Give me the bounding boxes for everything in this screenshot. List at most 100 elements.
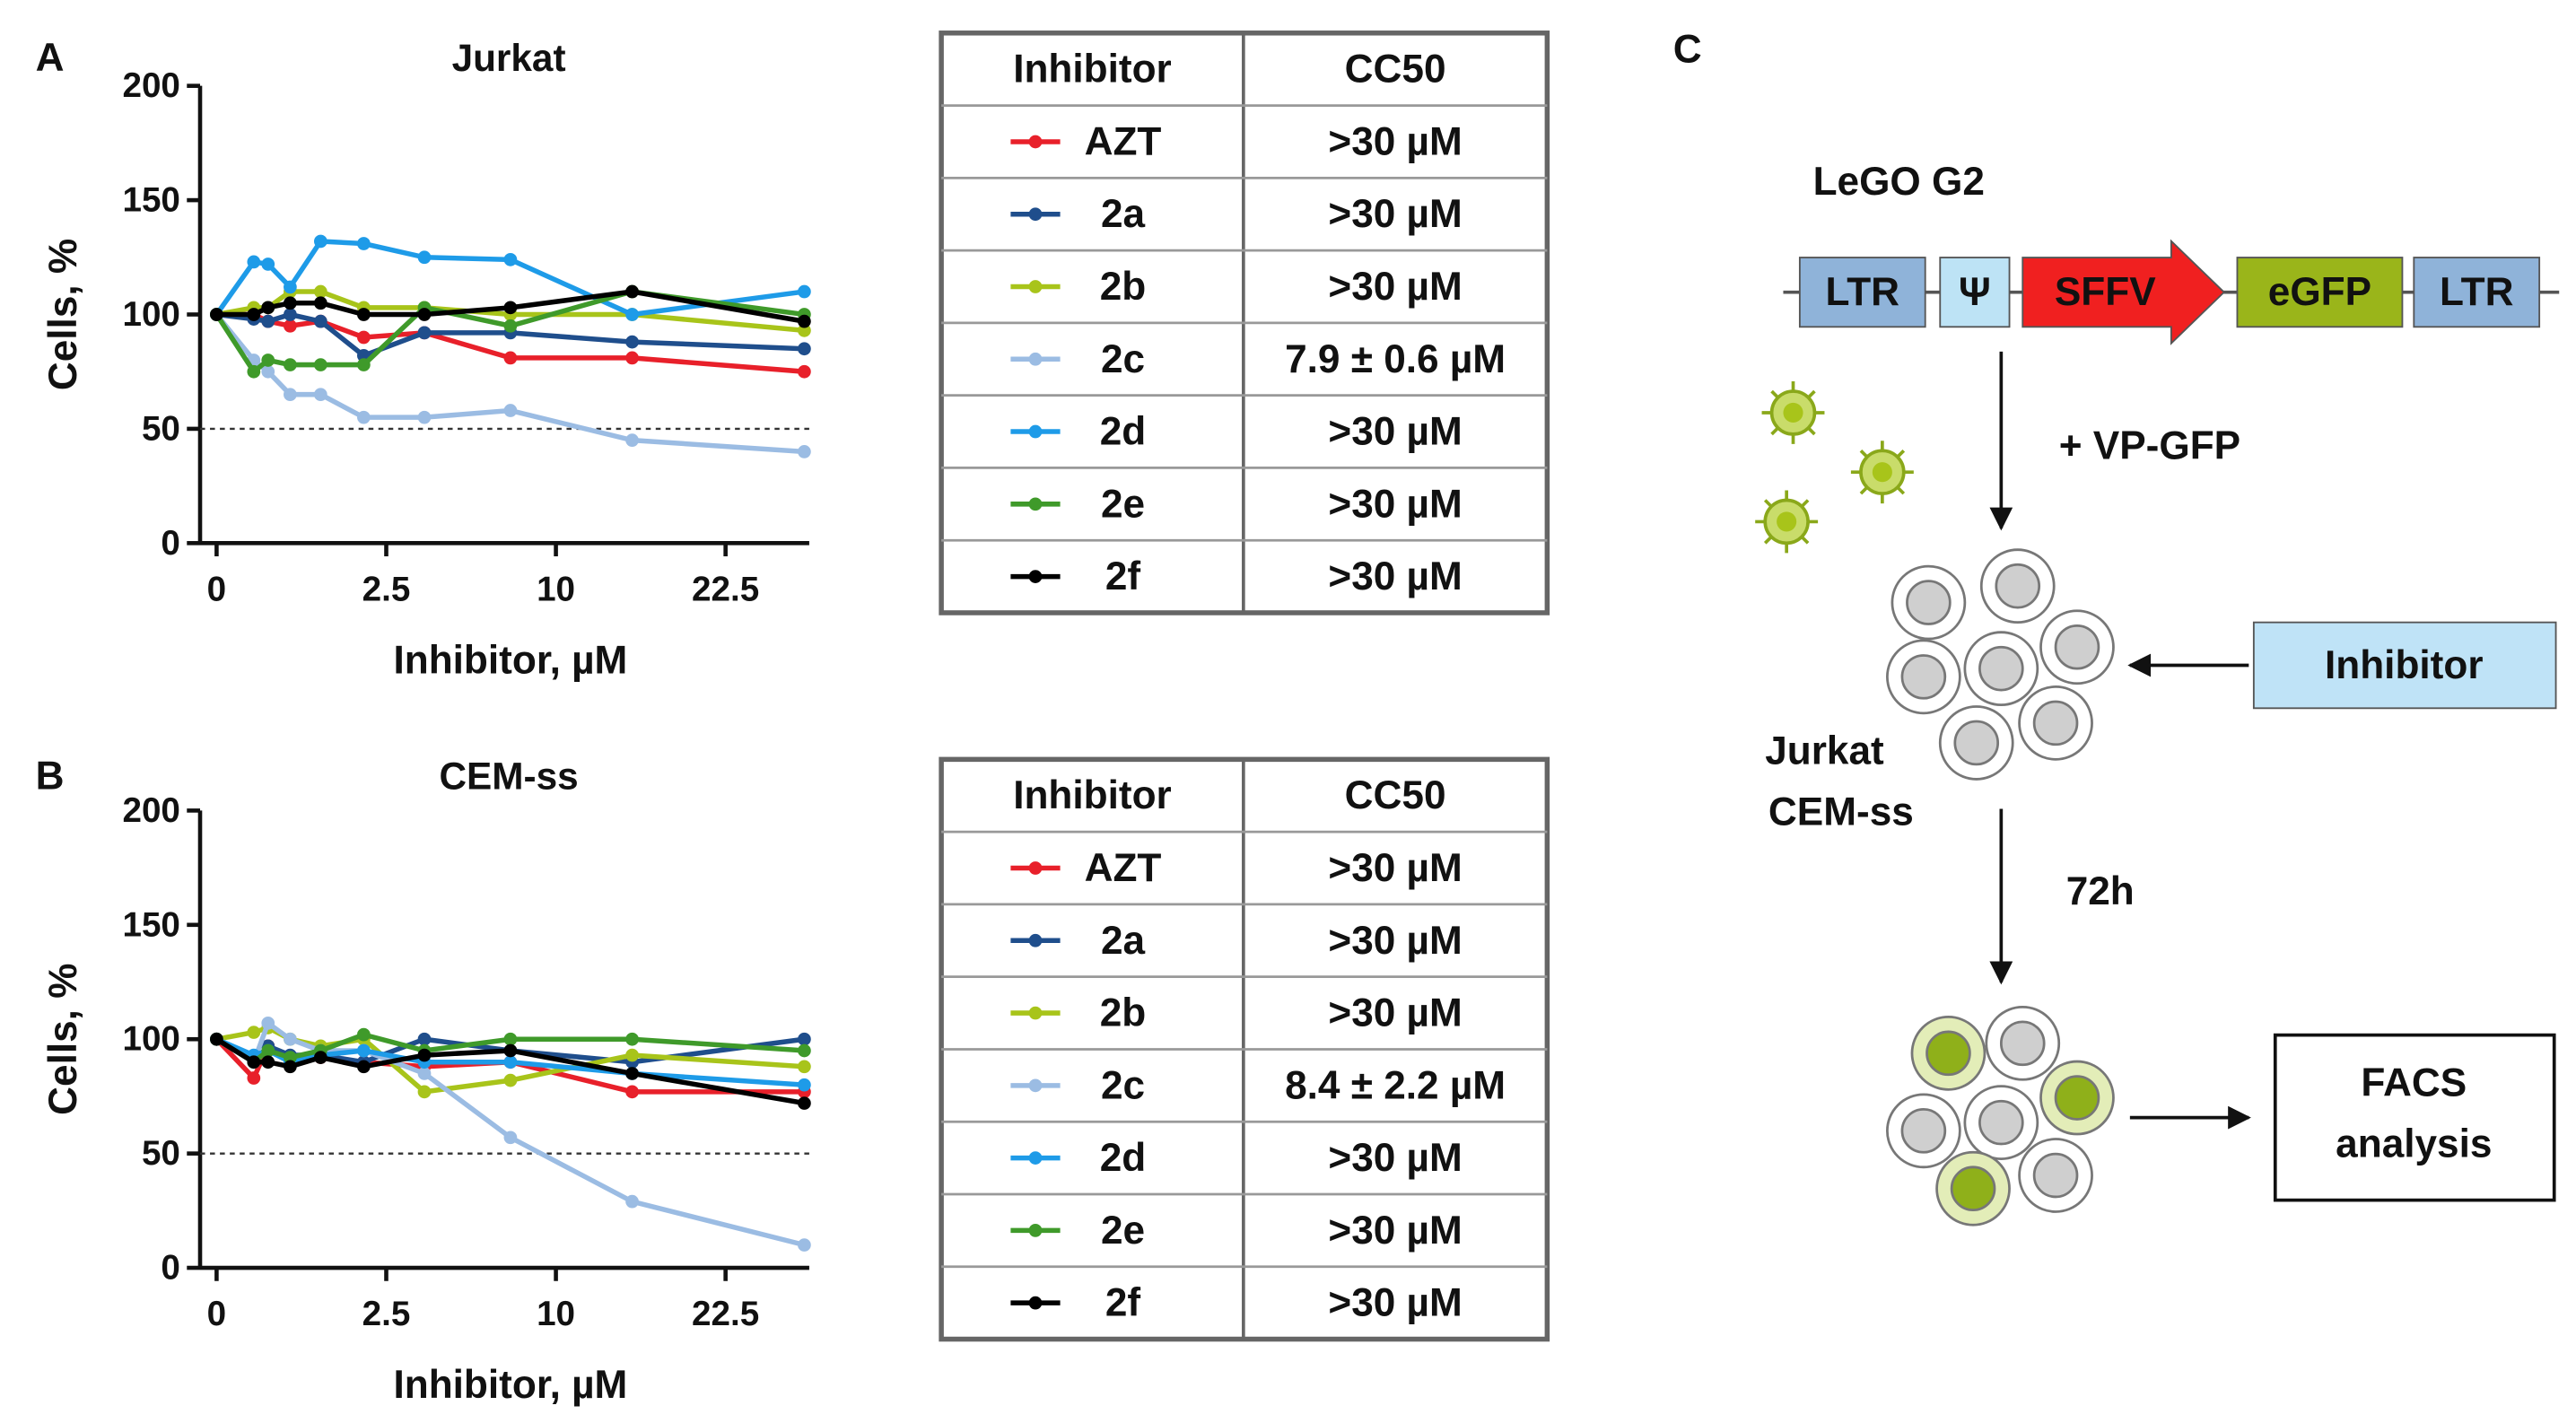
cell-nucleus bbox=[1978, 645, 2024, 692]
data-point bbox=[503, 404, 518, 417]
data-point bbox=[625, 433, 639, 448]
cc50-value: >30 µM bbox=[1328, 410, 1462, 454]
cell-nucleus bbox=[1925, 1030, 1971, 1077]
sffv-arrow bbox=[2022, 239, 2226, 345]
x-tick-label: 0 bbox=[207, 570, 226, 608]
sffv-label: SFFV bbox=[2055, 270, 2156, 314]
data-point bbox=[313, 1051, 327, 1064]
data-point bbox=[261, 301, 275, 315]
cell-nucleus bbox=[1978, 1099, 2024, 1146]
data-point bbox=[357, 237, 371, 250]
cc50-value: >30 µM bbox=[1328, 192, 1462, 236]
legend-swatch bbox=[1028, 207, 1043, 222]
legend-swatch bbox=[1028, 497, 1043, 511]
ltr-label: LTR bbox=[1826, 270, 1900, 314]
table-header: CC50 bbox=[1345, 773, 1446, 817]
data-point bbox=[798, 323, 811, 337]
data-point bbox=[210, 1032, 223, 1046]
psi-label: Ψ bbox=[1959, 270, 1991, 314]
series-line bbox=[215, 1036, 805, 1087]
cc50-value: >30 µM bbox=[1328, 265, 1462, 309]
panel-letter: B bbox=[36, 754, 65, 798]
x-tick-label: 2.5 bbox=[362, 1295, 411, 1333]
data-point bbox=[357, 308, 371, 321]
legend-label: 2b bbox=[1100, 991, 1147, 1035]
legend-swatch bbox=[1028, 135, 1043, 149]
legend-label: 2c bbox=[1101, 337, 1145, 381]
data-point bbox=[625, 284, 639, 299]
cc50-value: >30 µM bbox=[1328, 482, 1462, 526]
data-point bbox=[357, 1027, 371, 1042]
egfp-label: eGFP bbox=[2268, 270, 2371, 314]
data-point bbox=[503, 1131, 518, 1145]
data-point bbox=[261, 1055, 275, 1069]
data-point bbox=[357, 1060, 371, 1074]
cell-cluster bbox=[1886, 548, 2115, 781]
data-point bbox=[417, 1067, 432, 1080]
data-point bbox=[625, 351, 639, 365]
data-point bbox=[284, 388, 297, 402]
x-axis-label: Inhibitor, µM bbox=[393, 638, 627, 682]
data-point bbox=[625, 1194, 639, 1209]
cell-nucleus bbox=[1950, 1165, 1996, 1212]
cell-nucleus bbox=[1900, 654, 1947, 700]
table-header: Inhibitor bbox=[1013, 773, 1172, 817]
data-point bbox=[284, 1032, 297, 1046]
data-point bbox=[417, 250, 432, 265]
cc50-value: >30 µM bbox=[1328, 991, 1462, 1035]
cc50-value: >30 µM bbox=[1328, 1281, 1462, 1325]
virus-step: + VP-GFP bbox=[2059, 423, 2240, 467]
legend-label: 2b bbox=[1100, 265, 1147, 309]
psi-box bbox=[1939, 257, 2011, 328]
data-point bbox=[798, 342, 811, 356]
data-point bbox=[503, 319, 518, 333]
legend-label: 2f bbox=[1105, 1281, 1141, 1325]
data-point bbox=[284, 1051, 297, 1064]
legend-swatch bbox=[1028, 1296, 1043, 1310]
cell-nucleus bbox=[2054, 624, 2100, 670]
y-tick-label: 150 bbox=[122, 905, 179, 944]
data-point bbox=[417, 308, 432, 321]
cell-nucleus bbox=[2054, 1075, 2100, 1121]
data-point bbox=[798, 1096, 811, 1110]
cell-line: Jurkat bbox=[1765, 729, 1884, 773]
ltr-box bbox=[2413, 257, 2541, 328]
facs-label: analysis bbox=[2336, 1122, 2492, 1166]
y-tick-label: 200 bbox=[122, 791, 179, 830]
data-point bbox=[284, 319, 297, 333]
data-point bbox=[503, 1032, 518, 1046]
data-point bbox=[247, 1071, 261, 1085]
ltr-box bbox=[1798, 257, 1926, 328]
legend-label: 2d bbox=[1100, 1136, 1147, 1180]
data-point bbox=[798, 314, 811, 328]
cell-nucleus bbox=[1906, 580, 1952, 625]
data-point bbox=[313, 358, 327, 371]
virus-icon bbox=[1760, 380, 1827, 446]
series-line bbox=[214, 239, 805, 318]
diagram: C LeGO G2 LTR Ψ SFFV eGFP LTR + VP-GFP I… bbox=[1673, 28, 2560, 1227]
data-point bbox=[357, 410, 371, 424]
legend-swatch bbox=[1028, 352, 1043, 366]
legend-swatch bbox=[1028, 1224, 1043, 1237]
legend-swatch bbox=[1028, 1151, 1043, 1165]
cc50-value: >30 µM bbox=[1328, 919, 1462, 963]
ltr-label: LTR bbox=[2440, 270, 2514, 314]
legend-swatch bbox=[1028, 861, 1043, 875]
panel-letter: C bbox=[1673, 28, 1702, 72]
legend-label: AZT bbox=[1085, 119, 1162, 163]
table-header: Inhibitor bbox=[1013, 48, 1172, 92]
data-point bbox=[503, 301, 518, 315]
legend-label: AZT bbox=[1085, 846, 1162, 890]
legend-swatch bbox=[1028, 933, 1043, 947]
legend-label: 2e bbox=[1101, 482, 1145, 526]
data-point bbox=[625, 335, 639, 349]
cc50-value: 7.9 ± 0.6 µM bbox=[1285, 337, 1506, 381]
data-point bbox=[798, 1032, 811, 1046]
data-point bbox=[261, 364, 275, 379]
data-point bbox=[503, 1073, 518, 1087]
legend-swatch bbox=[1028, 570, 1043, 583]
table-header: CC50 bbox=[1345, 48, 1446, 92]
x-tick-label: 10 bbox=[537, 570, 575, 608]
series-line bbox=[214, 1032, 805, 1066]
